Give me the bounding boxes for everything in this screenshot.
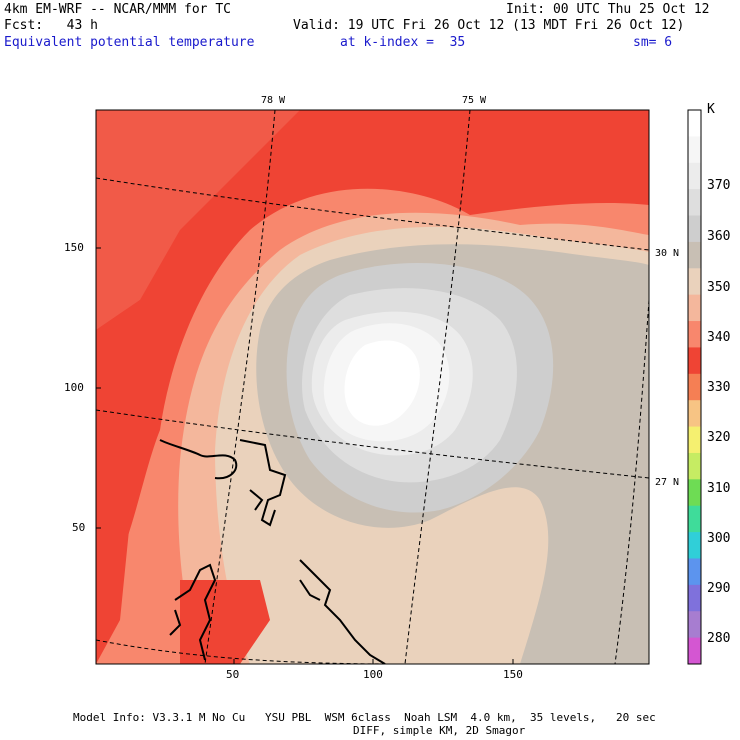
legend-swatch [688, 400, 701, 428]
legend-swatch [688, 637, 701, 665]
legend-frame [687, 109, 702, 665]
lat-label-27n: 27 N [655, 477, 680, 488]
legend-swatch [688, 136, 701, 164]
legend-swatch [688, 110, 701, 137]
legend-swatch [688, 189, 701, 217]
legend-label-360: 360 [707, 229, 731, 244]
x-tick-100: 100 [363, 668, 383, 681]
y-tick-50: 50 [72, 521, 86, 534]
legend-label-370: 370 [707, 178, 731, 193]
legend-label-310: 310 [707, 481, 731, 496]
y-tick-100: 100 [64, 381, 84, 394]
model-info-diffusion: DIFF, simple KM, 2D Smagor [353, 724, 526, 737]
legend-label-300: 300 [707, 531, 731, 546]
x-tick-50: 50 [226, 668, 240, 681]
lat-label-30n: 30 N [655, 248, 680, 259]
legend-label-280: 280 [707, 631, 731, 646]
legend-swatch [688, 505, 701, 533]
legend-label-350: 350 [707, 280, 731, 295]
legend-swatch [688, 347, 701, 375]
model-title: 4km EM-WRF -- NCAR/MMM for TC [4, 2, 231, 17]
smoothing-info: sm= 6 [633, 35, 673, 50]
legend-swatch [688, 558, 701, 586]
grid-lat-30n [96, 177, 649, 251]
init-time: Init: 00 UTC Thu 25 Oct 12 [506, 2, 710, 17]
grid-lon-78w [204, 110, 276, 664]
contour-340-south [180, 580, 270, 664]
level-info: at k-index = 35 [340, 35, 466, 50]
contour-370 [344, 340, 420, 426]
lon-label-75w: 75 W [462, 95, 487, 106]
grid-lat-27n [96, 409, 649, 479]
grid-lon-75w [404, 110, 471, 664]
legend-swatch [688, 611, 701, 639]
legend-label-340: 340 [707, 330, 731, 345]
y-tick-150: 150 [64, 241, 84, 254]
valid-time: Valid: 19 UTC Fri 26 Oct 12 (13 MDT Fri … [293, 18, 685, 33]
legend-label-290: 290 [707, 581, 731, 596]
contour-340-west [96, 300, 150, 664]
legend-swatch [688, 584, 701, 612]
legend-swatch [688, 426, 701, 454]
theta-e-field [96, 110, 649, 664]
grid-lon-72w [614, 299, 649, 664]
model-info: Model Info: V3.3.1 M No Cu YSU PBL WSM 6… [73, 711, 656, 724]
legend-swatch [688, 321, 701, 348]
legend-label-320: 320 [707, 430, 731, 445]
legend-swatch [688, 294, 701, 322]
legend-colorbar [688, 110, 701, 665]
legend-swatch [688, 162, 701, 190]
legend-swatch [688, 241, 701, 269]
legend-swatch [688, 373, 701, 401]
forecast-hour: Fcst: 43 h [4, 18, 98, 33]
contour-340-band [96, 110, 300, 330]
x-tick-150: 150 [503, 668, 523, 681]
legend-swatch [688, 215, 701, 243]
axis-ticks [96, 247, 514, 664]
lat-lon-grid [96, 110, 649, 664]
legend-unit: K [707, 102, 715, 117]
legend-swatch [688, 532, 701, 559]
lon-label-78w: 78 W [261, 95, 286, 106]
legend-swatch [688, 452, 701, 480]
legend-swatch [688, 479, 701, 507]
legend-label-330: 330 [707, 380, 731, 395]
field-name: Equivalent potential temperature [4, 35, 255, 50]
legend-swatch [688, 268, 701, 296]
coastlines [159, 439, 386, 664]
